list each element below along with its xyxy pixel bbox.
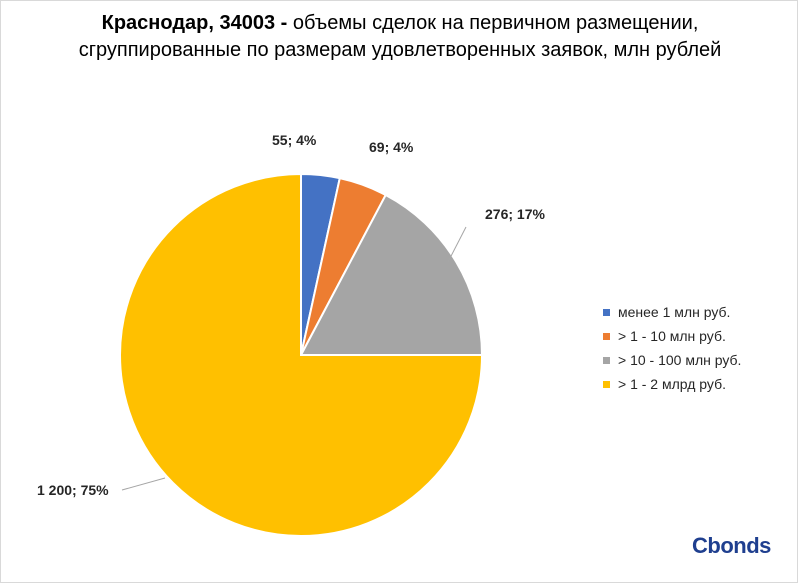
data-label-1: 55; 4% bbox=[272, 132, 317, 148]
legend-label-3: > 10 - 100 млн руб. bbox=[618, 352, 742, 368]
chart-title-rest: объемы сделок на первичном размещении, с… bbox=[78, 12, 722, 61]
legend-swatch-2 bbox=[603, 332, 610, 340]
legend-label-1: менее 1 млн руб. bbox=[618, 304, 731, 320]
legend-swatch-1 bbox=[603, 308, 610, 316]
pie-slice-3 bbox=[299, 193, 484, 356]
legend-item-4: > 1 - 2 млрд руб. bbox=[603, 372, 741, 396]
legend-item-2: > 1 - 10 млн руб. bbox=[603, 324, 741, 348]
data-label-2: 69; 4% bbox=[369, 139, 414, 155]
pie-slices bbox=[119, 172, 484, 537]
data-label-3: 276; 17% bbox=[485, 206, 545, 222]
legend-swatch-4 bbox=[603, 380, 610, 388]
legend-label-4: > 1 - 2 млрд руб. bbox=[618, 376, 726, 392]
legend-swatch-3 bbox=[603, 356, 610, 364]
data-labels: 55; 4% 69; 4% 276; 17% 1 200; 75% bbox=[37, 132, 545, 498]
cbonds-logo: Cbonds bbox=[692, 533, 771, 558]
pie-slice-4 bbox=[119, 172, 484, 537]
chart-title-bold: Краснодар, 34003 - bbox=[101, 12, 288, 34]
leader-line-3 bbox=[447, 226, 467, 263]
legend-item-3: > 10 - 100 млн руб. bbox=[603, 348, 741, 372]
leader-line-4 bbox=[121, 477, 166, 491]
legend-label-2: > 1 - 10 млн руб. bbox=[618, 328, 726, 344]
chart-title: Краснодар, 34003 - объемы сделок на перв… bbox=[60, 10, 740, 64]
legend: менее 1 млн руб. > 1 - 10 млн руб. > 10 - … bbox=[603, 300, 741, 396]
data-label-4: 1 200; 75% bbox=[37, 482, 109, 498]
leader-lines bbox=[121, 226, 467, 491]
legend-item-1: менее 1 млн руб. bbox=[603, 300, 741, 324]
